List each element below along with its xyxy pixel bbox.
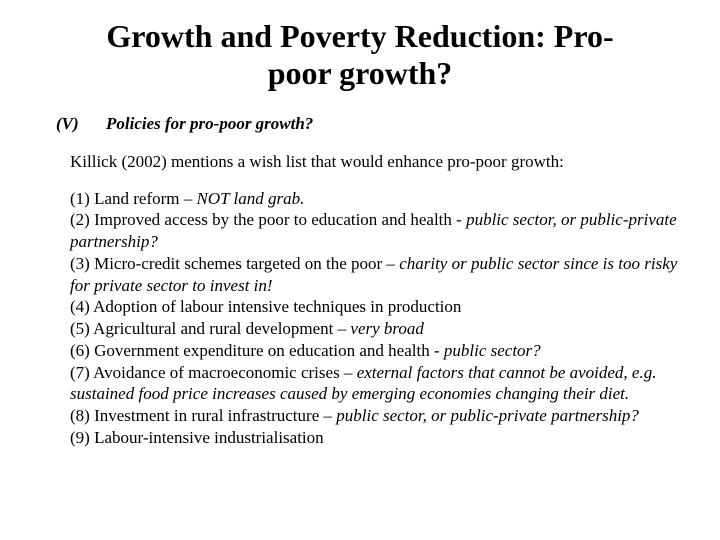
list-item: (8) Investment in rural infrastructure –…	[70, 405, 682, 427]
intro-text: Killick (2002) mentions a wish list that…	[38, 152, 682, 172]
list-item: (9) Labour-intensive industrialisation	[70, 427, 682, 449]
list-item: (3) Micro-credit schemes targeted on the…	[70, 253, 682, 297]
title-line-2: poor growth?	[268, 55, 453, 91]
list-item: (7) Avoidance of macroeconomic crises – …	[70, 362, 682, 406]
list-item: (4) Adoption of labour intensive techniq…	[70, 296, 682, 318]
items-list: (1) Land reform – NOT land grab. (2) Imp…	[38, 188, 682, 449]
list-item: (2) Improved access by the poor to educa…	[70, 209, 682, 253]
section-number: (V)	[56, 114, 106, 134]
title-line-1: Growth and Poverty Reduction: Pro-	[106, 18, 613, 54]
list-item: (1) Land reform – NOT land grab.	[70, 188, 682, 210]
section-heading: Policies for pro-poor growth?	[106, 114, 313, 134]
list-item: (5) Agricultural and rural development –…	[70, 318, 682, 340]
slide-title: Growth and Poverty Reduction: Pro- poor …	[38, 18, 682, 92]
list-item: (6) Government expenditure on education …	[70, 340, 682, 362]
section-header: (V) Policies for pro-poor growth?	[38, 114, 682, 134]
